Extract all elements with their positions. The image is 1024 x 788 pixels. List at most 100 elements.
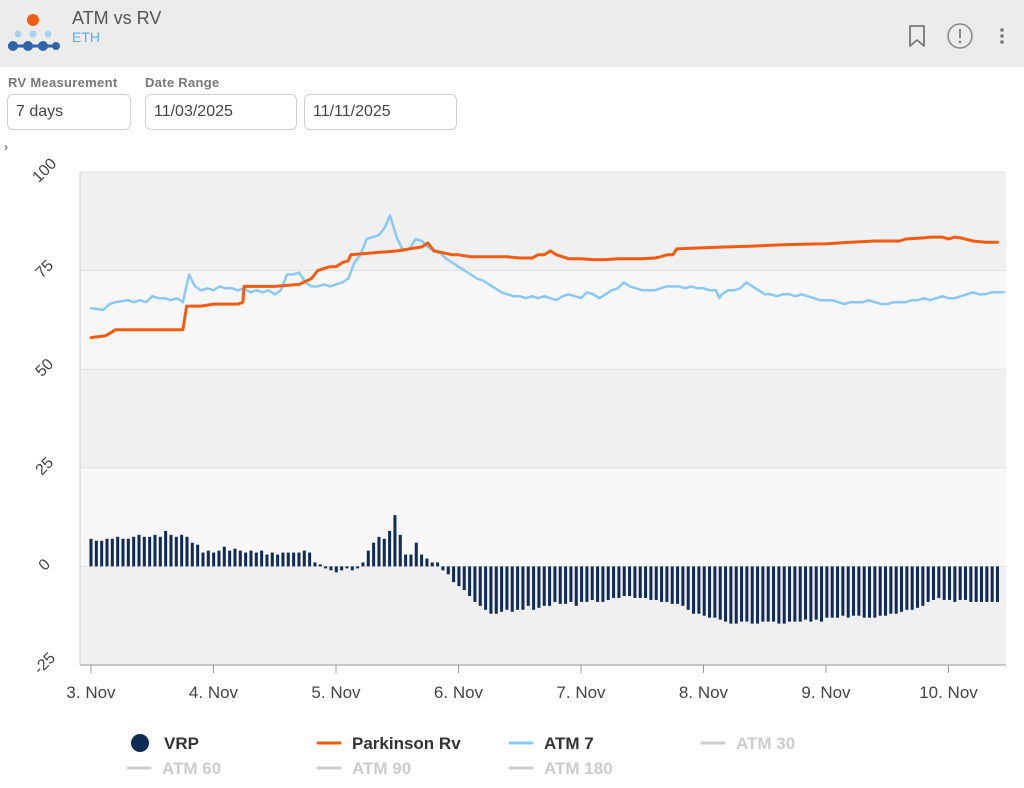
x-tick-label: 7. Nov bbox=[556, 683, 606, 702]
vrp-bar bbox=[980, 566, 984, 602]
asset-symbol: ETH bbox=[72, 29, 100, 45]
vrp-bar bbox=[830, 566, 834, 618]
vrp-bar bbox=[686, 566, 690, 610]
vrp-bar bbox=[964, 566, 968, 600]
vrp-bar bbox=[340, 566, 344, 571]
vrp-bar bbox=[489, 566, 493, 614]
vrp-bar bbox=[404, 554, 408, 567]
legend-item-parkinson-rv[interactable]: Parkinson Rv bbox=[316, 734, 461, 753]
y-tick-label: 50 bbox=[33, 356, 58, 381]
vrp-bar bbox=[910, 566, 914, 610]
legend-item-atm-7[interactable]: ATM 7 bbox=[508, 734, 594, 753]
vrp-bar bbox=[702, 566, 706, 616]
vrp-bar bbox=[190, 542, 194, 567]
legend-label: ATM 7 bbox=[544, 734, 594, 753]
date-end-input[interactable] bbox=[304, 94, 457, 130]
vrp-bar bbox=[740, 566, 744, 622]
vrp-bar bbox=[734, 566, 738, 624]
vrp-bar bbox=[644, 566, 648, 598]
vrp-bar bbox=[345, 566, 349, 569]
vrp-bar bbox=[260, 550, 264, 567]
vrp-bar bbox=[942, 566, 946, 600]
legend-item-atm-180[interactable]: ATM 180 bbox=[508, 759, 613, 778]
vrp-bar bbox=[238, 550, 242, 567]
vrp-bar bbox=[569, 566, 573, 602]
vrp-bar bbox=[926, 566, 930, 602]
vrp-bar bbox=[670, 566, 674, 604]
x-tick-label: 5. Nov bbox=[311, 683, 361, 702]
vrp-bar bbox=[574, 566, 578, 606]
x-tick-label: 8. Nov bbox=[679, 683, 729, 702]
vrp-bar bbox=[772, 566, 776, 622]
bookmark-icon[interactable] bbox=[903, 22, 931, 50]
vrp-bar bbox=[126, 538, 130, 567]
atm-vs-rv-chart: 100 75 50 25 0 -25 3. Nov 4. Nov 5. Nov 6. Nov 7. … bbox=[29, 155, 1006, 778]
vrp-bar bbox=[793, 566, 797, 622]
vrp-bar bbox=[542, 566, 546, 606]
vrp-bar bbox=[713, 566, 717, 618]
vrp-bar bbox=[164, 530, 168, 567]
vrp-bar bbox=[676, 566, 680, 604]
vrp-bar bbox=[286, 552, 290, 567]
vrp-bar bbox=[393, 515, 397, 567]
vrp-bar bbox=[900, 566, 904, 612]
vrp-bar bbox=[580, 566, 584, 602]
vrp-bar bbox=[622, 566, 626, 596]
vrp-bar bbox=[185, 536, 189, 567]
vrp-bar bbox=[633, 566, 637, 598]
vrp-bar bbox=[441, 566, 445, 571]
vrp-bar bbox=[244, 552, 248, 567]
vrp-bar bbox=[548, 566, 552, 606]
rv-measurement-input[interactable] bbox=[7, 94, 131, 130]
vrp-bar bbox=[420, 554, 424, 567]
vrp-bar bbox=[350, 566, 354, 571]
legend-item-vrp[interactable]: VRP bbox=[131, 734, 199, 753]
vrp-bar bbox=[196, 544, 200, 567]
vrp-bar bbox=[777, 566, 781, 624]
vrp-bar bbox=[916, 566, 920, 608]
y-tick-label: 0 bbox=[36, 556, 54, 574]
vrp-bar bbox=[996, 566, 999, 602]
vrp-bar bbox=[585, 566, 589, 602]
rv-measurement-label: RV Measurement bbox=[8, 75, 118, 90]
vrp-bar bbox=[814, 566, 818, 620]
expand-chevron-icon[interactable]: › bbox=[4, 140, 8, 154]
legend-item-atm-60[interactable]: ATM 60 bbox=[126, 759, 221, 778]
vrp-bar bbox=[601, 566, 605, 602]
legend-item-atm-30[interactable]: ATM 30 bbox=[700, 734, 795, 753]
more-vertical-icon[interactable] bbox=[990, 22, 1014, 50]
vrp-bar bbox=[745, 566, 749, 622]
date-start-input[interactable] bbox=[145, 94, 297, 130]
vrp-bar bbox=[430, 562, 434, 567]
x-tick-label: 4. Nov bbox=[189, 683, 239, 702]
info-icon[interactable] bbox=[946, 22, 974, 50]
vrp-bar bbox=[334, 566, 338, 573]
vrp-bar bbox=[228, 550, 232, 567]
vrp-bar bbox=[137, 534, 141, 567]
legend-item-atm-90[interactable]: ATM 90 bbox=[316, 759, 411, 778]
vrp-bar bbox=[521, 566, 525, 610]
vrp-bar bbox=[324, 566, 328, 569]
vrp-bar bbox=[180, 534, 184, 567]
vrp-bar bbox=[820, 566, 824, 622]
vrp-bar bbox=[617, 566, 621, 598]
vrp-bar bbox=[414, 542, 418, 567]
vrp-bar bbox=[105, 538, 109, 567]
vrp-bar bbox=[505, 566, 509, 610]
vrp-bar bbox=[708, 566, 712, 618]
vrp-bar bbox=[782, 566, 786, 624]
vrp-bar bbox=[809, 566, 813, 622]
vrp-bar bbox=[612, 566, 616, 598]
plot-band bbox=[80, 369, 1006, 468]
vrp-bar bbox=[905, 566, 909, 610]
vrp-bar bbox=[873, 566, 877, 618]
vrp-bar bbox=[846, 566, 850, 618]
vrp-bar bbox=[692, 566, 696, 614]
vrp-bar bbox=[436, 562, 440, 567]
legend-label: ATM 60 bbox=[162, 759, 221, 778]
vrp-bar bbox=[356, 566, 360, 569]
vrp-bar bbox=[953, 566, 957, 602]
x-tick-label: 3. Nov bbox=[66, 683, 116, 702]
vrp-bar bbox=[857, 566, 861, 616]
x-tick-label: 6. Nov bbox=[434, 683, 484, 702]
